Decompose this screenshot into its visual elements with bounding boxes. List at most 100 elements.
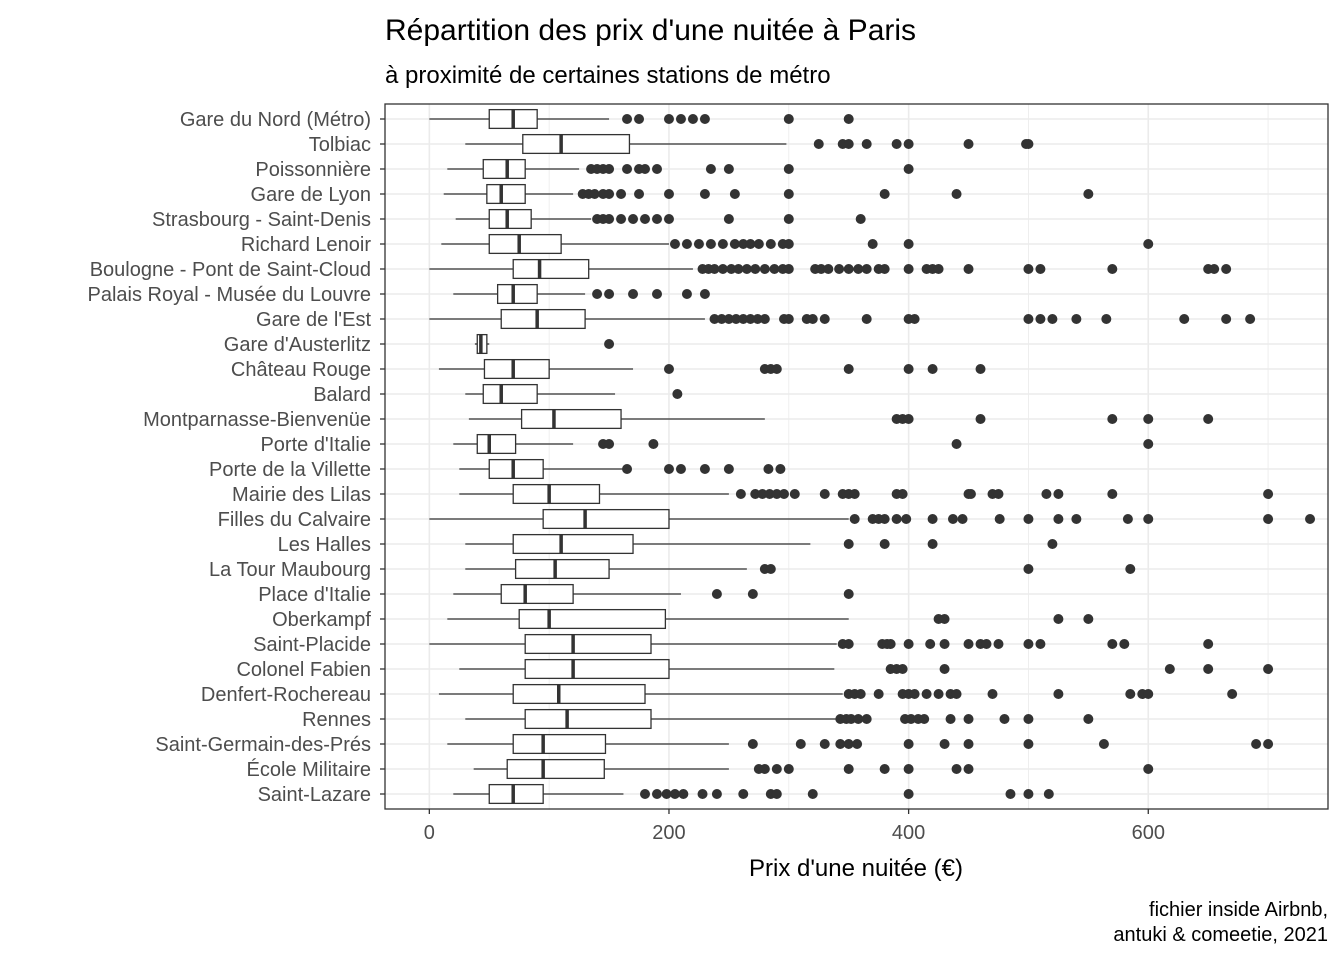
outlier-point (731, 314, 742, 324)
outlier-point (738, 789, 749, 799)
outlier-point (879, 539, 890, 549)
outlier-point (1083, 189, 1094, 199)
outlier-point (711, 589, 722, 599)
outlier-point (697, 789, 708, 799)
outlier-point (1035, 314, 1046, 324)
outlier-point (901, 514, 912, 524)
outlier-point (819, 489, 830, 499)
box-13 (453, 433, 574, 455)
outlier-point (846, 714, 857, 724)
outlier-point (1263, 739, 1274, 749)
outlier-point (951, 189, 962, 199)
outlier-point (903, 414, 914, 424)
outlier-point (1107, 639, 1118, 649)
outlier-point (999, 714, 1010, 724)
outlier-point (1098, 739, 1109, 749)
outlier-point (834, 264, 845, 274)
outlier-point (771, 764, 782, 774)
outlier-point (783, 239, 794, 249)
outlier-point (1053, 489, 1064, 499)
outlier-point (1047, 539, 1058, 549)
outlier-point (705, 239, 716, 249)
outlier-point (1245, 314, 1256, 324)
outlier-point (933, 689, 944, 699)
outlier-point (855, 689, 866, 699)
outlier-point (1023, 314, 1034, 324)
outlier-point (843, 539, 854, 549)
outlier-point (1023, 564, 1034, 574)
outlier-point (675, 464, 686, 474)
panel-border (384, 103, 1329, 810)
outlier-point (909, 689, 920, 699)
box-11 (465, 383, 616, 405)
outlier-point (747, 739, 758, 749)
outlier-point (927, 514, 938, 524)
outlier-point (939, 739, 950, 749)
category-label: Palais Royal - Musée du Louvre (88, 284, 371, 306)
outlier-point (783, 114, 794, 124)
outlier-point (738, 239, 749, 249)
category-label: Boulogne - Pont de Saint-Cloud (90, 259, 371, 281)
box-iqr (476, 433, 517, 455)
outlier-point (885, 639, 896, 649)
outlier-point (1023, 639, 1034, 649)
outlier-point (750, 264, 761, 274)
ticks-layer: 0 200 400 600 (424, 809, 1165, 844)
outlier-point (764, 489, 775, 499)
outlier-point (1263, 489, 1274, 499)
outlier-point (699, 189, 710, 199)
outlier-point (945, 714, 956, 724)
outlier-point (775, 464, 786, 474)
outlier-point (1221, 264, 1232, 274)
outlier-point (783, 764, 794, 774)
outlier-point (752, 314, 763, 324)
outlier-point (1047, 314, 1058, 324)
outlier-point (1164, 664, 1175, 674)
outlier-point (903, 264, 914, 274)
outlier-point (1023, 739, 1034, 749)
box-iqr (512, 683, 646, 705)
outlier-point (1041, 489, 1052, 499)
category-label: Gare de Lyon (251, 184, 371, 206)
outlier-point (925, 639, 936, 649)
outlier-point (681, 239, 692, 249)
outlier-point (622, 114, 633, 124)
outlier-point (723, 164, 734, 174)
outlier-point (939, 614, 950, 624)
outlier-point (975, 414, 986, 424)
chart-title: Répartition des prix d'une nuitée à Pari… (385, 14, 916, 47)
outlier-point (879, 189, 890, 199)
outlier-point (589, 189, 600, 199)
boxes-layer (429, 108, 849, 805)
outlier-point (745, 314, 756, 324)
outlier-point (927, 364, 938, 374)
box-8 (429, 308, 705, 330)
outlier-point (861, 714, 872, 724)
outlier-point (1107, 414, 1118, 424)
x-tick-label: 600 (1132, 822, 1165, 844)
category-label: Colonel Fabien (236, 659, 371, 681)
outlier-point (1023, 139, 1034, 149)
outlier-point (622, 464, 633, 474)
outlier-point (726, 264, 737, 274)
outlier-point (855, 214, 866, 224)
box-22 (459, 658, 835, 680)
box-17 (465, 533, 811, 555)
outlier-point (753, 239, 764, 249)
category-label: Place d'Italie (258, 584, 371, 606)
outlier-point (994, 514, 1005, 524)
outlier-point (783, 214, 794, 224)
outlier-point (1023, 514, 1034, 524)
outlier-point (604, 439, 615, 449)
outlier-point (813, 139, 824, 149)
outlier-point (939, 639, 950, 649)
outlier-point (1179, 314, 1190, 324)
outlier-point (993, 639, 1004, 649)
outlier-point (903, 789, 914, 799)
outlier-point (1053, 614, 1064, 624)
outlier-point (1143, 689, 1154, 699)
outlier-point (663, 114, 674, 124)
box-iqr (488, 233, 562, 255)
outlier-point (1143, 414, 1154, 424)
outlier-point (1221, 314, 1232, 324)
